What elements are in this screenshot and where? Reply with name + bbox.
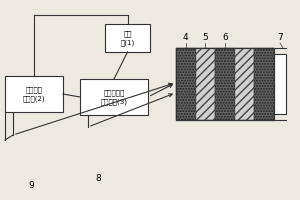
- Bar: [254, 48, 274, 120]
- Bar: [196, 48, 215, 120]
- Text: 智能温度
调节仪(2): 智能温度 调节仪(2): [23, 86, 45, 102]
- Text: 8: 8: [95, 174, 101, 183]
- Bar: [235, 48, 254, 120]
- Bar: [176, 48, 196, 120]
- Bar: [176, 48, 274, 120]
- Text: 6: 6: [222, 33, 228, 42]
- Text: 9: 9: [28, 181, 34, 190]
- Bar: [105, 24, 150, 52]
- Text: 电磁感应加
热驱动器(3): 电磁感应加 热驱动器(3): [100, 89, 127, 105]
- Text: 4: 4: [183, 33, 189, 42]
- Text: 变频
器(1): 变频 器(1): [120, 30, 135, 46]
- Bar: [5, 76, 63, 112]
- Bar: [215, 48, 235, 120]
- Text: 5: 5: [202, 33, 208, 42]
- Text: 7: 7: [277, 33, 283, 42]
- Bar: [80, 79, 148, 115]
- Bar: [274, 54, 286, 114]
- Bar: [176, 48, 274, 120]
